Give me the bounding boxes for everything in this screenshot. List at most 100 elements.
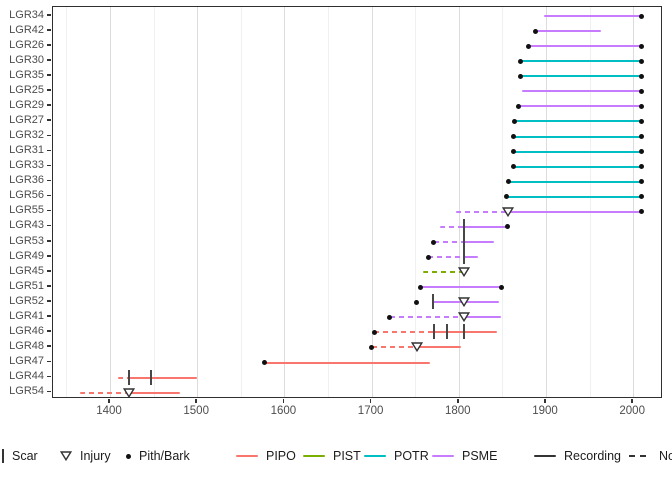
series-row-lgr54: [53, 385, 661, 397]
series-segment-solid: [528, 45, 642, 48]
legend-label: Pith/Bark: [139, 449, 190, 463]
bark-dot: [639, 43, 645, 49]
series-segment-dashed: [423, 271, 465, 274]
series-segment-dashed: [428, 256, 465, 259]
series-row-lgr42: [53, 23, 661, 39]
pith-dot: [533, 28, 539, 34]
x-axis-tick-label: 1900: [532, 405, 558, 417]
bark-dot: [639, 73, 645, 79]
bark-dot: [639, 179, 645, 185]
triangle-down-icon: [123, 387, 136, 397]
series-segment-solid: [464, 225, 508, 228]
pith-dot: [511, 134, 517, 140]
series-segment-dashed: [80, 391, 130, 394]
pith-dot: [417, 284, 423, 290]
pith-bark-icon: [126, 453, 131, 459]
y-axis-tick: [47, 29, 51, 31]
y-axis-label: LGR44: [9, 370, 44, 383]
series-row-lgr30: [53, 53, 661, 69]
x-axis-tick-label: 2000: [619, 405, 645, 417]
series-row-lgr34: [53, 8, 661, 24]
series-row-lgr41: [53, 309, 661, 325]
y-axis-label: LGR29: [9, 98, 44, 111]
x-axis-tick-label: 1600: [270, 405, 297, 417]
gridline-minor: [328, 7, 329, 397]
legend-label: Injury: [80, 449, 111, 463]
series-segment-solid: [544, 15, 642, 17]
y-axis-tick: [47, 375, 51, 378]
y-axis-label: LGR25: [9, 83, 44, 96]
y-axis-tick: [47, 240, 51, 242]
series-segment-dashed: [389, 316, 465, 319]
legend-item-pist: PIST: [303, 443, 361, 469]
y-axis-label: LGR51: [9, 279, 44, 292]
scar-mark: [463, 218, 466, 234]
legend-label: PSME: [462, 449, 498, 463]
y-axis-tick: [47, 360, 51, 363]
y-axis-label: LGR35: [9, 68, 44, 81]
bark-dot: [499, 284, 505, 290]
gridline-major: [371, 7, 373, 397]
y-axis-label: LGR56: [9, 189, 44, 202]
series-segment-solid: [520, 75, 642, 78]
y-axis-tick: [47, 255, 51, 257]
x-axis-tick-label: 1700: [357, 405, 384, 417]
pith-dot: [511, 164, 517, 170]
series-row-lgr29: [53, 98, 661, 114]
x-axis-tick-label: 1800: [445, 405, 471, 417]
series-row-lgr49: [53, 249, 661, 265]
y-axis-tick: [47, 59, 51, 61]
legend-label: POTR: [394, 449, 429, 463]
legend-item-recording: Recording: [534, 443, 621, 469]
series-segment-solid: [264, 361, 431, 364]
scar-mark: [463, 249, 466, 265]
y-axis-tick: [47, 330, 51, 332]
gridline-minor: [240, 7, 242, 397]
y-axis-label: LGR52: [9, 294, 44, 307]
bark-dot: [639, 134, 645, 140]
x-axis-tick: [457, 399, 459, 403]
legend-item-pith-bark: Pith/Bark: [126, 443, 190, 469]
series-row-lgr33: [53, 159, 661, 175]
y-axis-label: LGR47: [9, 355, 44, 368]
y-axis-tick: [47, 104, 51, 106]
triangle-down-icon: [60, 451, 72, 461]
x-axis-tick: [631, 399, 633, 403]
y-axis-tick: [47, 300, 51, 302]
y-axis-label: LGR26: [9, 38, 44, 51]
y-axis-label: LGR53: [9, 234, 44, 247]
y-axis-label: LGR41: [9, 309, 44, 322]
series-row-lgr43: [53, 218, 661, 235]
y-axis-tick: [47, 285, 51, 287]
series-segment-solid: [434, 331, 498, 334]
pith-dot: [387, 314, 393, 320]
pith-dot: [371, 329, 377, 335]
series-segment-dashed: [439, 225, 465, 228]
y-axis-tick: [47, 149, 51, 152]
legend-label: Recording: [564, 449, 621, 463]
legend-label: PIST: [333, 449, 361, 463]
gridline-major: [197, 7, 199, 397]
y-axis-label: LGR33: [9, 159, 44, 172]
triangle-down-icon: [501, 207, 514, 217]
y-axis-tick: [47, 209, 51, 212]
legend-label: Scar: [12, 449, 38, 463]
bark-dot: [639, 209, 645, 215]
y-axis-label: LGR49: [9, 249, 44, 262]
legend-label: Non-recording: [659, 449, 672, 463]
gridline-major: [546, 7, 547, 397]
legend-item-potr: POTR: [364, 443, 429, 469]
pith-dot: [369, 344, 375, 350]
scar-mark: [128, 369, 131, 385]
pith-dot: [526, 43, 532, 49]
series-segment-solid: [507, 210, 642, 213]
y-axis-label: LGR31: [9, 144, 44, 157]
x-axis-tick: [369, 399, 372, 403]
scar-mark: [445, 324, 448, 340]
bark-dot: [505, 224, 511, 230]
pith-dot: [511, 149, 517, 155]
non-recording-line-icon: [629, 455, 651, 457]
gridline-major: [458, 7, 460, 397]
series-row-lgr27: [53, 113, 661, 129]
